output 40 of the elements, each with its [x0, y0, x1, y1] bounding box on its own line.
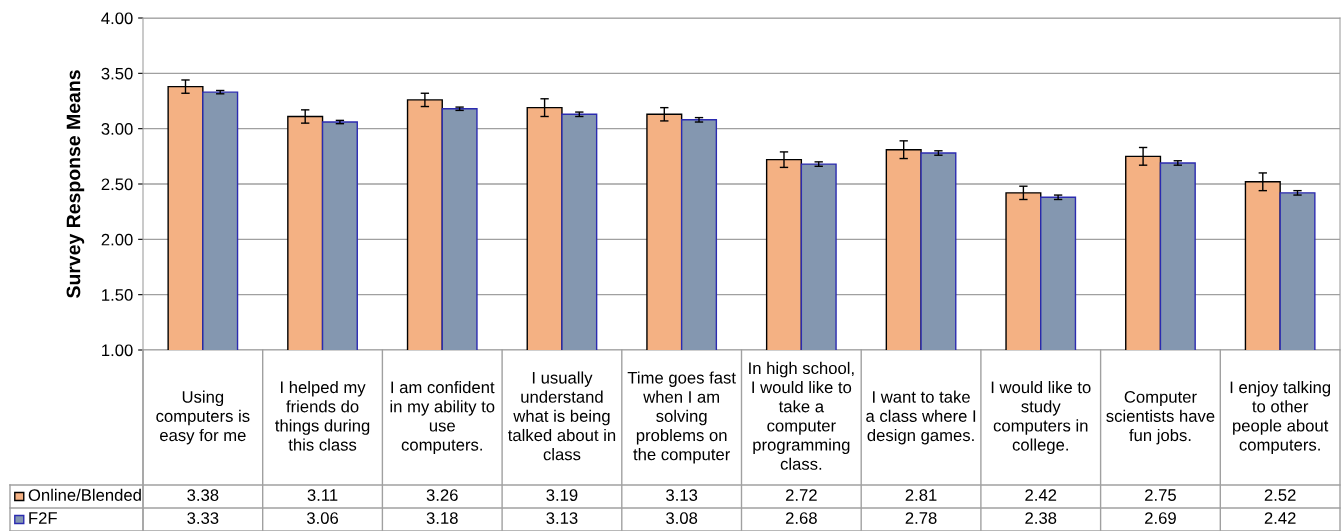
- x-tick-label: I am confident in my ability to use computers.: [390, 380, 495, 455]
- x-tick-label: I helped my friends do things during this class: [275, 380, 370, 451]
- legend-label: F2F: [29, 512, 57, 524]
- data-label: 2.72: [785, 489, 817, 501]
- y-tick-label: 4.00: [101, 12, 133, 25]
- data-label: 2.42: [1264, 512, 1296, 524]
- x-tick-label: I usually understand what is being talked about in class: [508, 371, 616, 461]
- x-tick-label: Using computers is easy for me: [156, 390, 250, 445]
- data-label: 3.33: [187, 512, 219, 524]
- data-label: 3.38: [187, 489, 219, 501]
- data-label: 3.06: [306, 512, 339, 524]
- y-tick-label: 2.50: [101, 178, 133, 191]
- data-label: 3.13: [666, 489, 698, 501]
- y-tick-label: 3.50: [101, 67, 133, 80]
- data-label: 3.19: [546, 489, 578, 501]
- data-label: 3.26: [426, 489, 458, 501]
- x-tick-label: I enjoy talking to other people about computers.: [1230, 380, 1331, 455]
- data-label: 2.69: [1145, 512, 1176, 524]
- y-tick-label: 3.00: [101, 123, 133, 135]
- data-label: 3.11: [307, 489, 338, 501]
- data-label: 3.08: [666, 512, 698, 524]
- data-label: 2.68: [785, 512, 817, 524]
- y-tick-label: 1.00: [102, 344, 133, 357]
- data-label: 3.18: [426, 512, 458, 524]
- y-tick-label: 2.00: [101, 233, 133, 246]
- y-tick-label: 1.50: [102, 289, 133, 301]
- x-tick-label: I would like to study computers in college.: [991, 380, 1091, 455]
- data-label: 2.42: [1025, 489, 1057, 501]
- data-label: 3.13: [546, 512, 578, 524]
- x-tick-label: Computer scientists have fun jobs.: [1106, 391, 1215, 445]
- data-label: 2.75: [1145, 489, 1176, 501]
- x-tick-label: Time goes fast when I am solving problems on the computer: [627, 371, 736, 464]
- x-tick-label: In high school, I would like to take a computer programming class.: [749, 361, 854, 470]
- legend-label: Online/Blended: [28, 488, 141, 501]
- data-label: 2.81: [905, 489, 937, 501]
- data-label: 2.78: [905, 512, 937, 524]
- data-label: 2.38: [1025, 512, 1057, 524]
- y-axis-title: Survey Response Means: [66, 70, 85, 298]
- x-tick-label: I want to take a class where I design games.: [866, 390, 976, 445]
- data-label: 2.52: [1264, 489, 1296, 501]
